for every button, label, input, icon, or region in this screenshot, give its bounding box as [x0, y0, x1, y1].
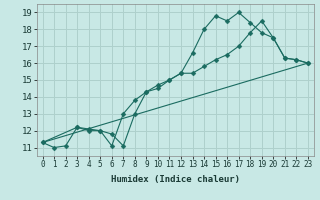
- X-axis label: Humidex (Indice chaleur): Humidex (Indice chaleur): [111, 175, 240, 184]
